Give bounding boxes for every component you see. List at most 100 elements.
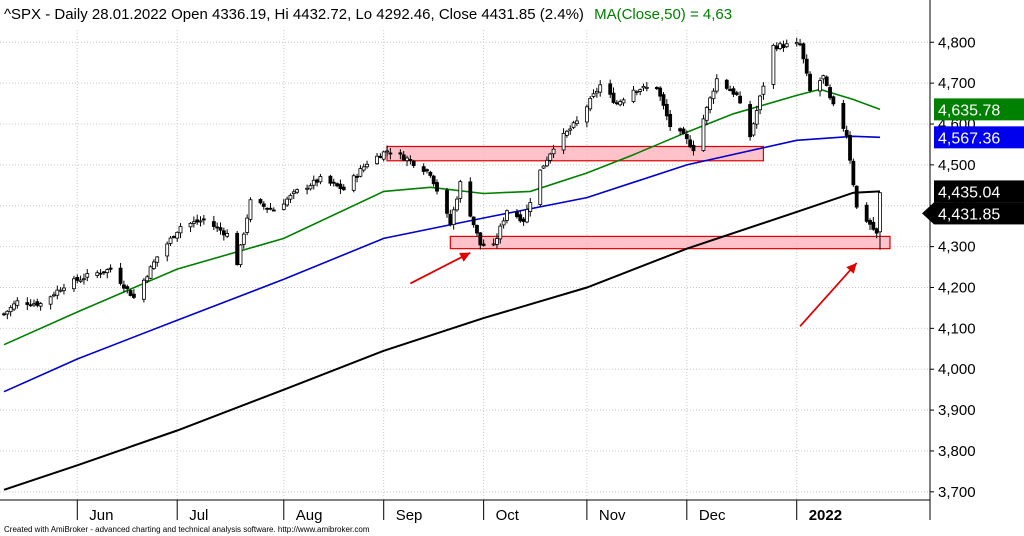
candle-body — [341, 186, 346, 191]
candle-body — [644, 86, 649, 89]
candle-body — [361, 166, 366, 171]
candle-body — [704, 107, 709, 121]
candle-body — [798, 43, 802, 46]
annotation-arrow-shaft — [409, 251, 471, 285]
candle-body — [155, 256, 160, 263]
candle-body — [691, 144, 696, 152]
candle-body — [638, 89, 643, 92]
candle-body — [818, 80, 822, 92]
candle-body — [591, 93, 596, 97]
month-tick-label: Sep — [396, 507, 423, 524]
candle-body — [505, 210, 509, 221]
candle-body — [48, 296, 53, 305]
candle-body — [661, 94, 666, 106]
candle-body — [125, 286, 130, 290]
candle-body — [141, 279, 146, 300]
month-tick-label: Jul — [189, 507, 208, 524]
candle-body — [241, 233, 246, 245]
candle-body — [148, 266, 153, 279]
candle-body — [401, 154, 406, 161]
candle-body — [634, 91, 639, 93]
candle-body — [565, 130, 569, 136]
candle-body — [15, 300, 20, 306]
candle-body — [448, 213, 453, 225]
candle-body — [748, 104, 752, 138]
candle-body — [191, 221, 196, 224]
candle-body — [854, 185, 859, 208]
candle-body — [528, 202, 533, 212]
month-tick-label: Dec — [699, 507, 726, 524]
candle-body — [165, 243, 170, 257]
price-badge-label: 4,435.04 — [938, 184, 1000, 201]
candle-body — [611, 92, 616, 103]
price-tick-label: 4,700 — [938, 75, 976, 92]
candle-body — [288, 194, 293, 200]
candle-body — [171, 236, 176, 238]
candle-body — [421, 166, 426, 172]
candle-body — [548, 153, 553, 161]
candle-body — [588, 97, 593, 110]
candle-body — [841, 102, 846, 129]
candle-body — [654, 87, 659, 90]
candle-body — [431, 175, 436, 185]
candle-body — [831, 96, 836, 105]
candle-body — [72, 278, 76, 290]
candle-body — [631, 89, 636, 102]
price-badge — [934, 202, 1024, 225]
candle-body — [641, 86, 646, 89]
support-zone — [386, 145, 765, 162]
candle-body — [708, 97, 713, 110]
candle-body — [291, 191, 296, 194]
ma-line-ma200 — [3, 190, 881, 491]
candle-body — [751, 123, 756, 136]
candle-body — [711, 90, 716, 100]
candle-body — [678, 128, 683, 132]
price-badge-label: 4,431.85 — [938, 206, 1000, 223]
candle-body — [491, 243, 496, 246]
month-tick-label: 2022 — [809, 507, 842, 524]
candle-body — [221, 230, 226, 236]
candle-body — [778, 43, 782, 49]
candle-body — [108, 267, 113, 270]
price-badge-pointer — [922, 202, 934, 225]
candle-body — [618, 101, 623, 106]
candle-body — [574, 120, 579, 125]
candle-body — [145, 276, 150, 282]
candle-body — [471, 216, 476, 226]
candle-body — [664, 103, 669, 117]
moving-averages — [3, 88, 881, 491]
candle-body — [541, 165, 546, 169]
price-tick-label: 4,200 — [938, 279, 976, 296]
symbol-ohlc-text: ^SPX - Daily 28.01.2022 Open 4336.19, Hi… — [4, 6, 584, 23]
candle-body — [545, 159, 549, 167]
candle-body — [828, 87, 832, 99]
candle-body — [82, 278, 86, 281]
candle-body — [338, 183, 343, 190]
ma50-header-text: MA(Close,50) = 4,63 — [594, 6, 732, 23]
candle-body — [225, 233, 230, 237]
candle-body — [271, 209, 276, 212]
candle-body — [411, 160, 416, 167]
candle-body — [331, 181, 336, 184]
candle-body — [784, 43, 789, 48]
candle-body — [771, 44, 776, 85]
candle-body — [758, 95, 762, 111]
candle-body — [701, 118, 706, 151]
candle-body — [781, 44, 786, 49]
candle-body — [295, 189, 300, 193]
candle-body — [95, 272, 100, 276]
gridlines — [0, 30, 930, 500]
candle-body — [731, 88, 736, 95]
candle-body — [308, 185, 313, 190]
candlesticks — [2, 37, 882, 320]
candle-body — [501, 220, 506, 226]
candle-body — [864, 204, 869, 222]
candle-body — [728, 88, 733, 91]
candle-body — [315, 179, 319, 183]
candle-body — [235, 232, 240, 266]
candle-body — [355, 175, 359, 178]
candle-body — [475, 225, 479, 234]
candle-body — [734, 92, 739, 95]
candle-body — [801, 43, 806, 60]
